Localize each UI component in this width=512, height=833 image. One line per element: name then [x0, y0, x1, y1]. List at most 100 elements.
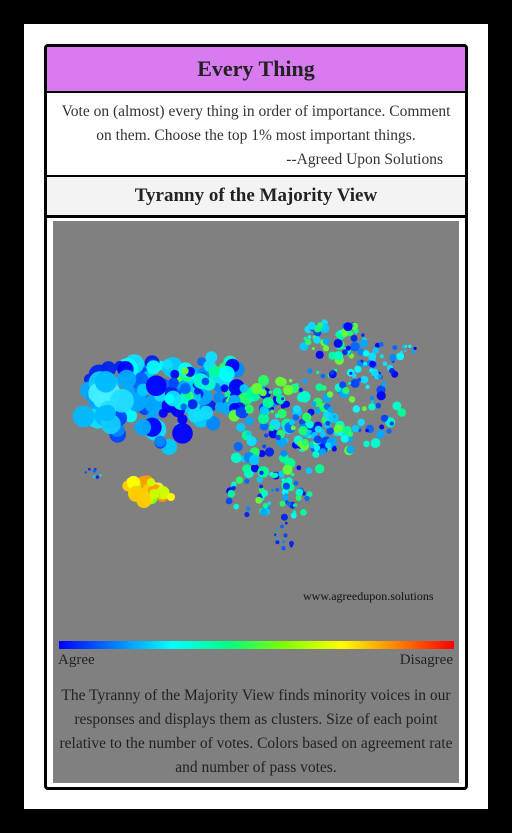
cluster-point: [311, 347, 315, 351]
cluster-point: [372, 347, 380, 354]
cluster-point: [146, 478, 156, 487]
cluster-point: [363, 365, 367, 369]
cluster-point: [258, 450, 266, 458]
cluster-point: [244, 478, 250, 484]
cluster-point: [342, 387, 350, 395]
cluster-point: [281, 397, 285, 401]
cluster-point: [205, 351, 218, 363]
cluster-point: [295, 494, 302, 501]
cluster-point: [314, 425, 322, 433]
cluster-point: [145, 375, 167, 396]
cluster-point: [290, 472, 295, 477]
cluster-point: [213, 392, 225, 404]
cluster-point: [282, 464, 293, 475]
cluster-point: [365, 384, 370, 389]
cluster-point: [164, 393, 175, 404]
cluster-point: [258, 375, 269, 386]
cluster-point: [311, 401, 317, 407]
cluster-point: [293, 480, 299, 486]
cluster-point: [231, 485, 236, 491]
cluster-point: [281, 478, 285, 482]
cluster-point: [340, 434, 349, 443]
cluster-point: [408, 344, 412, 348]
cluster-point: [259, 422, 269, 431]
cluster-point: [292, 414, 299, 421]
cluster-point: [274, 413, 280, 419]
cluster-point: [88, 467, 91, 471]
cluster-point: [350, 378, 360, 388]
cluster-point: [284, 493, 288, 497]
cluster-point: [284, 521, 288, 525]
cluster-point: [233, 503, 240, 510]
cluster-point: [343, 322, 353, 332]
cluster-point: [117, 369, 137, 389]
cluster-point: [306, 491, 313, 498]
cluster-point: [274, 533, 277, 536]
cluster-point: [258, 413, 269, 425]
description-block: Vote on (almost) every thing in order of…: [47, 93, 465, 177]
cluster-point: [267, 501, 271, 505]
cluster-point: [177, 414, 188, 425]
cluster-point: [389, 353, 397, 362]
cluster-point: [282, 494, 289, 501]
cluster-point: [357, 377, 362, 382]
cluster-point: [305, 467, 313, 474]
color-scale-bar: [59, 641, 454, 649]
cluster-point: [301, 439, 309, 447]
cluster-point: [286, 501, 292, 507]
cluster-point: [382, 361, 388, 367]
cluster-point: [268, 425, 275, 432]
cluster-point: [394, 403, 399, 408]
cluster-point: [322, 345, 330, 352]
cluster-point: [260, 508, 268, 516]
cluster-point: [389, 368, 395, 374]
cluster-point: [264, 447, 275, 457]
cluster-point: [296, 392, 307, 403]
cluster-point: [302, 412, 312, 422]
cluster-point: [326, 391, 334, 398]
cluster-point: [187, 399, 198, 410]
cluster-point: [262, 397, 274, 409]
cluster-point: [378, 342, 384, 347]
cluster-point: [72, 405, 95, 428]
cluster-point: [168, 377, 179, 388]
cluster-point: [307, 368, 313, 374]
cluster-point: [325, 420, 331, 426]
cluster-point: [239, 384, 249, 393]
cluster-point: [259, 470, 264, 475]
cluster-point: [233, 442, 243, 452]
cluster-point: [315, 464, 325, 474]
cluster-point: [379, 354, 384, 359]
watermark-text: www.agreedupon.solutions: [303, 589, 434, 603]
cluster-scatter-plot[interactable]: [53, 221, 459, 631]
cluster-point: [327, 407, 334, 413]
cluster-point: [329, 370, 334, 375]
cluster-point: [277, 409, 287, 419]
cluster-point: [346, 445, 355, 454]
cluster-point: [371, 400, 374, 403]
cluster-point: [206, 416, 221, 431]
cluster-point: [315, 383, 324, 392]
cluster-point: [294, 383, 299, 387]
view-title: Tyranny of the Majority View: [47, 177, 465, 218]
cluster-point: [220, 384, 229, 393]
cluster-point: [249, 397, 254, 402]
cluster-point: [360, 375, 369, 384]
cluster-point: [99, 404, 116, 422]
cluster-point: [333, 338, 343, 348]
cluster-point: [235, 407, 247, 418]
cluster-point: [397, 408, 407, 417]
cluster-point: [194, 388, 201, 395]
attribution-text: --Agreed Upon Solutions: [286, 151, 443, 168]
cluster-point: [201, 377, 210, 386]
cluster-point: [180, 403, 187, 410]
cluster-point: [256, 476, 263, 483]
cluster-point: [370, 368, 379, 377]
cluster-point: [345, 345, 351, 351]
cluster-point: [325, 442, 332, 449]
cluster-point: [278, 377, 287, 387]
cluster-point: [300, 509, 307, 516]
cluster-point: [365, 428, 369, 433]
cluster-point: [370, 438, 381, 448]
cluster-point: [181, 367, 189, 375]
